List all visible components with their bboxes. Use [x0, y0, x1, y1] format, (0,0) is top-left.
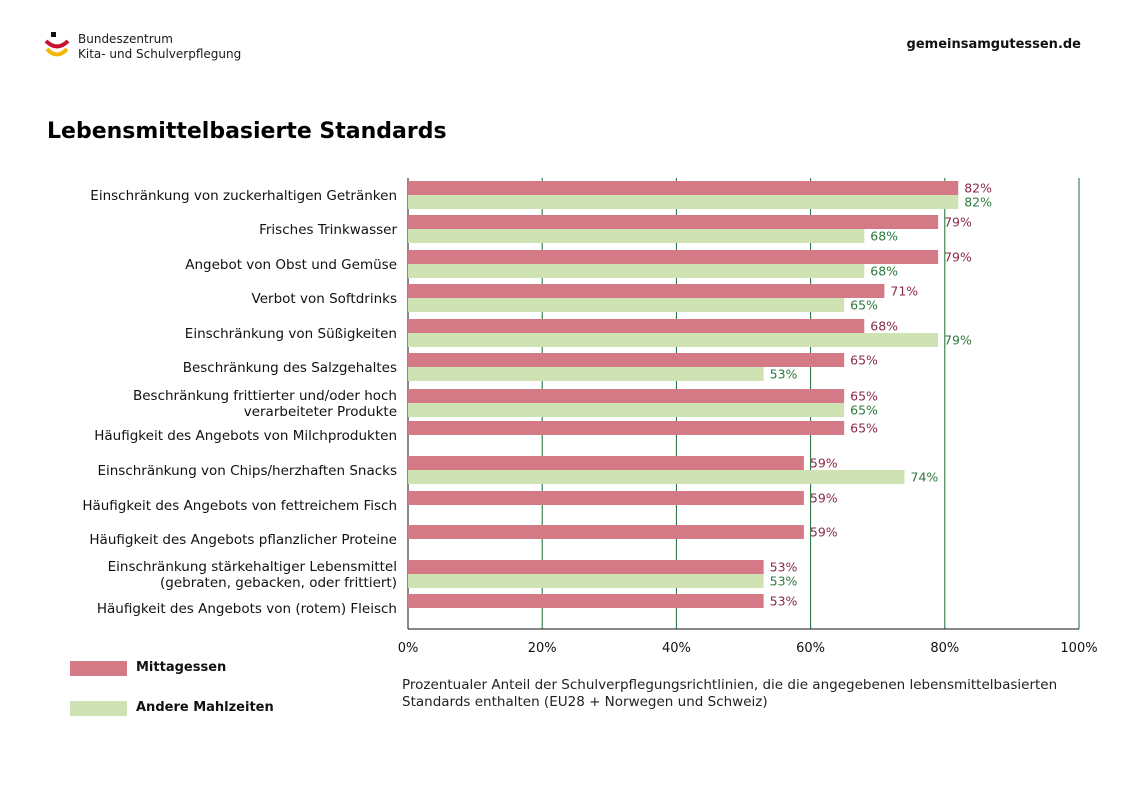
category-label: Einschränkung von Süßigkeiten: [185, 326, 397, 342]
bar-mittagessen: [408, 491, 804, 505]
data-label: 71%: [890, 284, 918, 299]
x-tick-label: 0%: [398, 641, 419, 656]
x-tick-label: 40%: [662, 641, 691, 656]
logo-text: Bundeszentrum Kita- und Schulverpflegung: [78, 32, 241, 62]
category-label: Angebot von Obst und Gemüse: [185, 257, 397, 273]
legend-label-andere: Andere Mahlzeiten: [136, 700, 274, 715]
category-label: Häufigkeit des Angebots von (rotem) Flei…: [97, 601, 397, 617]
data-label: 59%: [810, 525, 838, 540]
data-label: 53%: [770, 367, 798, 382]
category-label: Beschränkung frittierter und/oder hoch: [133, 388, 397, 404]
bar-mittagessen: [408, 525, 804, 539]
category-label: Frisches Trinkwasser: [259, 222, 397, 238]
bar-mittagessen: [408, 456, 804, 470]
category-label: Einschränkung stärkehaltiger Lebensmitte…: [108, 559, 397, 575]
data-label: 79%: [944, 215, 972, 230]
website-link[interactable]: gemeinsamgutessen.de: [906, 37, 1081, 52]
chart-title: Lebensmittelbasierte Standards: [47, 119, 447, 144]
bar-andere: [408, 264, 865, 278]
data-label: 74%: [911, 470, 939, 485]
legend-swatch-andere: [70, 701, 127, 716]
category-label: verarbeiteter Produkte: [244, 404, 397, 420]
data-label: 68%: [870, 319, 898, 334]
category-label: Häufigkeit des Angebots von Milchprodukt…: [94, 428, 397, 444]
data-label: 59%: [810, 456, 838, 471]
data-label: 65%: [850, 298, 878, 313]
data-label: 59%: [810, 491, 838, 506]
x-tick-label: 60%: [796, 641, 825, 656]
logo: Bundeszentrum Kita- und Schulverpflegung: [44, 30, 244, 66]
data-label: 53%: [770, 594, 798, 609]
logo-line-2: Kita- und Schulverpflegung: [78, 47, 242, 61]
data-label: 65%: [850, 421, 878, 436]
bar-mittagessen: [408, 560, 764, 574]
bar-mittagessen: [408, 284, 885, 298]
data-label: 79%: [944, 250, 972, 265]
logo-mark-icon: [44, 32, 70, 57]
legend-swatch-mittagessen: [70, 661, 127, 676]
bar-mittagessen: [408, 215, 939, 229]
x-tick-label: 100%: [1060, 641, 1097, 656]
bar-mittagessen: [408, 319, 865, 333]
category-label: (gebraten, gebacken, oder frittiert): [160, 575, 397, 591]
data-label: 79%: [944, 333, 972, 348]
category-label: Verbot von Softdrinks: [252, 291, 397, 307]
category-label: Einschränkung von Chips/herzhaften Snack…: [97, 463, 397, 479]
category-label: Einschränkung von zuckerhaltigen Getränk…: [90, 188, 397, 204]
x-tick-label: 80%: [930, 641, 959, 656]
data-label: 68%: [870, 229, 898, 244]
category-label: Beschränkung des Salzgehaltes: [183, 360, 397, 376]
bar-mittagessen: [408, 250, 939, 264]
bar-mittagessen: [408, 181, 959, 195]
data-label: 65%: [850, 403, 878, 418]
bar-mittagessen: [408, 594, 764, 608]
data-label: 65%: [850, 353, 878, 368]
legend-label-mittagessen: Mittagessen: [136, 660, 227, 675]
category-label: Häufigkeit des Angebots von fettreichem …: [82, 498, 397, 514]
bar-andere: [408, 195, 959, 209]
data-label: 68%: [870, 264, 898, 279]
bar-mittagessen: [408, 389, 845, 403]
bar-andere: [408, 367, 764, 381]
bar-andere: [408, 333, 939, 347]
bar-andere: [408, 574, 764, 588]
chart-caption: Prozentualer Anteil der Schulverpflegung…: [402, 677, 1058, 710]
bar-mittagessen: [408, 421, 845, 435]
category-label: Häufigkeit des Angebots pflanzlicher Pro…: [89, 532, 397, 548]
bar-mittagessen: [408, 353, 845, 367]
data-label: 53%: [770, 560, 798, 575]
bar-andere: [408, 403, 845, 417]
bar-andere: [408, 470, 905, 484]
data-label: 65%: [850, 389, 878, 404]
bar-andere: [408, 229, 865, 243]
logo-line-1: Bundeszentrum: [78, 32, 173, 46]
x-tick-label: 20%: [528, 641, 557, 656]
data-label: 53%: [770, 574, 798, 589]
bar-andere: [408, 298, 845, 312]
data-label: 82%: [964, 181, 992, 196]
data-label: 82%: [964, 195, 992, 210]
